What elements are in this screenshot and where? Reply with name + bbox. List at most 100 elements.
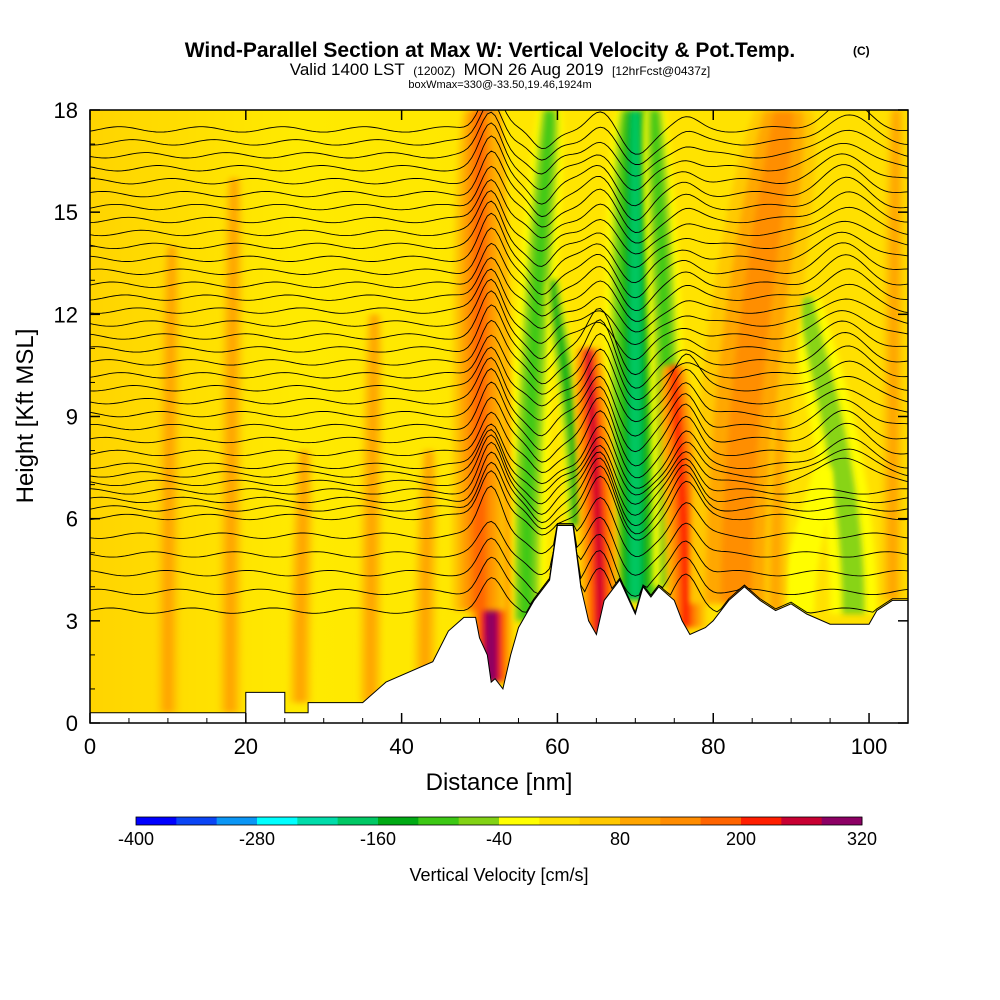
- colorbar: -400 -280 -160 -40 80 200 320: [118, 816, 877, 849]
- isentrope-line: [90, 470, 908, 541]
- colorbar-tick-label: 200: [726, 829, 756, 849]
- isentrope-line: [90, 523, 908, 614]
- isentrope-line: [90, 256, 908, 322]
- isentrope-line: [90, 179, 908, 244]
- y-tick-label: 6: [66, 507, 78, 532]
- isentrope-line: [90, 346, 908, 411]
- x-tick-label: 40: [389, 734, 413, 759]
- forecast-info: [12hrFcst@0437z]: [612, 64, 710, 78]
- weak-updraft: [881, 110, 905, 601]
- copyright-mark: (C): [853, 44, 870, 58]
- colorbar-swatch: [781, 817, 823, 825]
- isentrope-line: [90, 150, 908, 221]
- isentrope-line: [90, 396, 908, 467]
- y-tick-label: 18: [54, 98, 78, 123]
- colorbar-swatch: [378, 817, 419, 825]
- isentrope-line: [90, 200, 908, 268]
- colorbar-swatch: [660, 817, 702, 825]
- isentrope-line: [90, 110, 908, 165]
- isentrope-line: [90, 428, 908, 496]
- x-tick-label: 60: [545, 734, 569, 759]
- colorbar-label: Vertical Velocity [cm/s]: [409, 865, 588, 885]
- valid-date: MON 26 Aug 2019: [464, 60, 604, 79]
- valid-prefix: Valid 1400 LST: [290, 60, 405, 79]
- colorbar-tick-label: -160: [360, 829, 396, 849]
- terrain-mask: [90, 525, 908, 723]
- isentrope-line: [90, 242, 908, 312]
- y-axis-label: Height [Kft MSL]: [12, 329, 39, 504]
- colorbar-frame: [135, 816, 863, 826]
- velocity-field: [156, 110, 905, 713]
- x-axis-label: Distance [nm]: [426, 769, 573, 796]
- x-tick-label: 20: [234, 734, 258, 759]
- colorbar-swatch: [579, 817, 621, 825]
- colorbar-swatch: [539, 817, 581, 825]
- isentrope-line: [90, 368, 908, 437]
- isentrope-line: [90, 410, 908, 479]
- y-tick-label: 15: [54, 200, 78, 225]
- colorbar-swatch: [136, 817, 177, 825]
- x-tick-label: 80: [701, 734, 725, 759]
- colorbar-tick-label: 80: [610, 829, 630, 849]
- downdraft-band: [506, 110, 563, 621]
- x-tick-label: 0: [84, 734, 96, 759]
- weak-updraft: [219, 178, 243, 713]
- colorbar-swatch: [176, 817, 218, 825]
- x-tick-label: 100: [851, 734, 888, 759]
- colorbar-swatch: [418, 817, 460, 825]
- isentrope-line: [90, 135, 908, 207]
- colorbar-swatch: [499, 817, 540, 825]
- isentrope-line: [90, 165, 908, 233]
- isentrope-line: [90, 110, 908, 155]
- colorbar-swatch: [620, 817, 661, 825]
- colorbar-swatch: [216, 817, 258, 825]
- isentrope-line: [90, 278, 908, 346]
- weak-updraft: [359, 314, 383, 703]
- isentrope-line: [90, 111, 908, 177]
- isentrope-line: [90, 212, 908, 284]
- downdraft-band: [791, 297, 877, 615]
- y-tick-label: 12: [54, 302, 78, 327]
- plot-area: [90, 110, 908, 723]
- colorbar-tick-label: -400: [118, 829, 154, 849]
- colorbar-swatch: [741, 817, 782, 825]
- isentrope-line: [90, 516, 908, 576]
- weak-updraft: [289, 450, 313, 703]
- weak-updraft: [764, 416, 789, 611]
- isentrope-line: [90, 523, 908, 614]
- y-tick-label: 0: [66, 711, 78, 736]
- isentrope-line: [90, 332, 908, 400]
- colorbar-swatch: [337, 817, 379, 825]
- isentrope-line: [90, 451, 908, 527]
- colorbar-swatch: [700, 817, 742, 825]
- isentrope-line: [90, 441, 908, 516]
- isentrope-line: [90, 190, 908, 255]
- colorbar-swatch: [458, 817, 500, 825]
- isentrope-line: [90, 381, 908, 453]
- isentrope-line: [90, 523, 908, 597]
- downdraft-band: [783, 467, 833, 615]
- colorbar-swatch: [257, 817, 298, 825]
- isentrope-line: [90, 434, 908, 505]
- axes: 0 20 40 60 80 100 0 3 6 9 12 15 18: [54, 98, 908, 759]
- isentrope-line: [90, 461, 908, 535]
- isentrope-line: [90, 227, 908, 299]
- downdraft-band: [604, 110, 667, 601]
- valid-time-line: Valid 1400 LST (1200Z) MON 26 Aug 2019 […: [290, 60, 710, 79]
- valid-utc: (1200Z): [413, 64, 455, 78]
- colorbar-tick-label: 320: [847, 829, 877, 849]
- potential-temperature-contours: [90, 110, 908, 614]
- y-tick-label: 9: [66, 405, 78, 430]
- isentrope-line: [90, 485, 908, 557]
- box-info: boxWmax=330@-33.50,19.46,1924m: [408, 79, 591, 91]
- isentrope-line: [90, 268, 908, 333]
- isentrope-line: [90, 319, 908, 389]
- isentrope-line: [90, 423, 908, 489]
- colorbar-tick-label: -280: [239, 829, 275, 849]
- chart-title: Wind-Parallel Section at Max W: Vertical…: [185, 39, 796, 62]
- colorbar-tick-label: -40: [486, 829, 512, 849]
- y-tick-label: 3: [66, 609, 78, 634]
- isentrope-line: [90, 304, 908, 376]
- isentrope-line: [90, 357, 908, 423]
